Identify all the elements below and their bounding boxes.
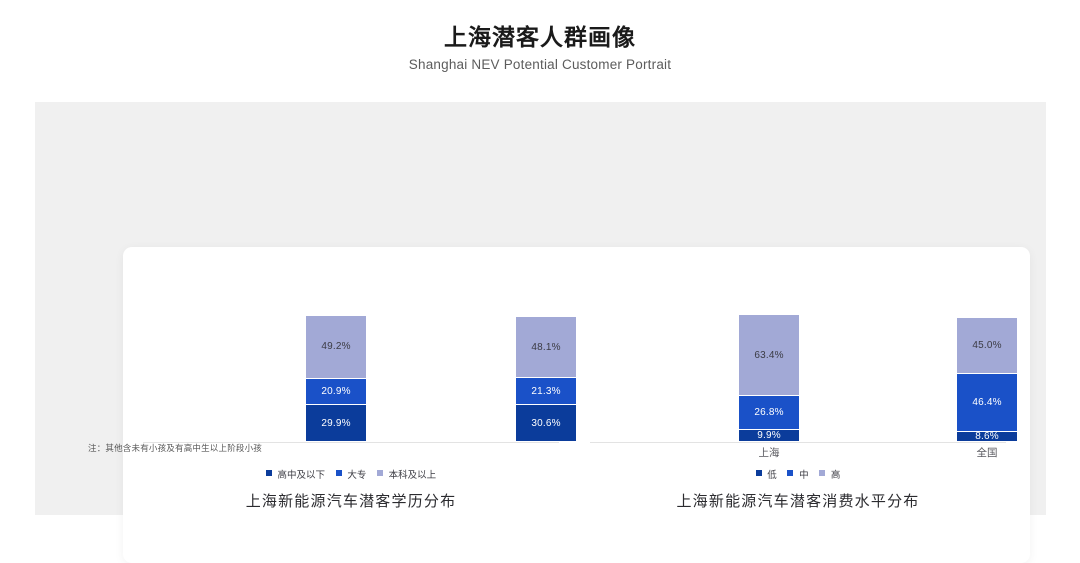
legend-swatch-icon <box>819 470 826 476</box>
category-label-shanghai: 上海 <box>758 447 780 459</box>
segment-low: 9.9% <box>738 429 800 442</box>
segment-high: 45.0% <box>956 317 1018 373</box>
page-title: 上海潜客人群画像 <box>444 24 636 50</box>
segment-mid: 26.8% <box>738 395 800 429</box>
legend-swatch-icon <box>335 470 342 476</box>
legend-swatch-icon <box>787 470 794 476</box>
charts-card: 49.2% 20.9% 29.9% 48.1% 21.3% 30.6% <box>123 247 1030 563</box>
segment-high: 63.4% <box>738 314 800 395</box>
chart-consumption-level-distribution: 63.4% 26.8% 9.9% 45.0% 46.4% 8.6% 上海 全国 <box>578 247 1018 563</box>
chart-education-distribution: 49.2% 20.9% 29.9% 48.1% 21.3% 30.6% <box>131 247 577 563</box>
legend-label: 大专 <box>347 470 367 481</box>
page-subtitle: Shanghai NEV Potential Customer Portrait <box>408 57 672 72</box>
legend-label: 低 <box>767 470 777 481</box>
page-header: 上海潜客人群画像 Shanghai NEV Potential Customer… <box>0 0 1080 76</box>
segment-low: 29.9% <box>305 404 367 442</box>
segment-mid: 46.4% <box>956 373 1018 431</box>
legend-consumption: 低 中 高 <box>578 467 1018 481</box>
legend-swatch-icon <box>376 470 383 476</box>
slide-background-panel: 49.2% 20.9% 29.9% 48.1% 21.3% 30.6% <box>35 102 1046 563</box>
legend-item[interactable]: 大专 <box>335 467 367 481</box>
segment-mid: 20.9% <box>305 377 367 404</box>
stacked-column[interactable]: 49.2% 20.9% 29.9% <box>305 315 367 442</box>
plot-area-consumption: 63.4% 26.8% 9.9% 45.0% 46.4% 8.6% <box>578 257 1018 442</box>
legend-label: 中 <box>799 470 809 481</box>
axis-line <box>590 442 1006 443</box>
segment-low: 30.6% <box>515 404 577 442</box>
legend-label: 高中及以下 <box>277 470 326 481</box>
legend-swatch-icon <box>755 470 762 476</box>
legend-education: 高中及以下 大专 本科及以上 <box>131 467 571 481</box>
legend-label: 高 <box>830 470 841 481</box>
legend-item[interactable]: 低 <box>755 467 777 481</box>
segment-high: 48.1% <box>515 316 577 377</box>
charts-row: 49.2% 20.9% 29.9% 48.1% 21.3% 30.6% <box>123 247 1030 563</box>
stacked-column[interactable]: 63.4% 26.8% 9.9% <box>738 314 800 442</box>
legend-item[interactable]: 高 <box>819 467 840 481</box>
legend-swatch-icon <box>265 470 272 476</box>
legend-label: 本科及以上 <box>388 470 437 481</box>
chart-caption: 上海新能源汽车潜客消费水平分布 <box>676 493 920 510</box>
legend-item[interactable]: 高中及以下 <box>265 467 326 481</box>
footnote: 注：其他含未有小孩及有高中生以上阶段小孩 <box>88 443 263 453</box>
stacked-column[interactable]: 48.1% 21.3% 30.6% <box>515 316 577 442</box>
chart-caption: 上海新能源汽车潜客学历分布 <box>245 493 457 510</box>
plot-area-education: 49.2% 20.9% 29.9% 48.1% 21.3% 30.6% <box>131 257 577 442</box>
category-label-national: 全国 <box>976 447 998 459</box>
segment-mid: 21.3% <box>515 377 577 404</box>
segment-high: 49.2% <box>305 315 367 378</box>
category-labels: 上海 全国 <box>578 445 1018 463</box>
segment-low: 8.6% <box>956 431 1018 442</box>
stacked-column[interactable]: 45.0% 46.4% 8.6% <box>956 317 1018 442</box>
axis-line <box>143 442 559 443</box>
legend-item[interactable]: 本科及以上 <box>376 467 437 481</box>
legend-item[interactable]: 中 <box>787 467 809 481</box>
